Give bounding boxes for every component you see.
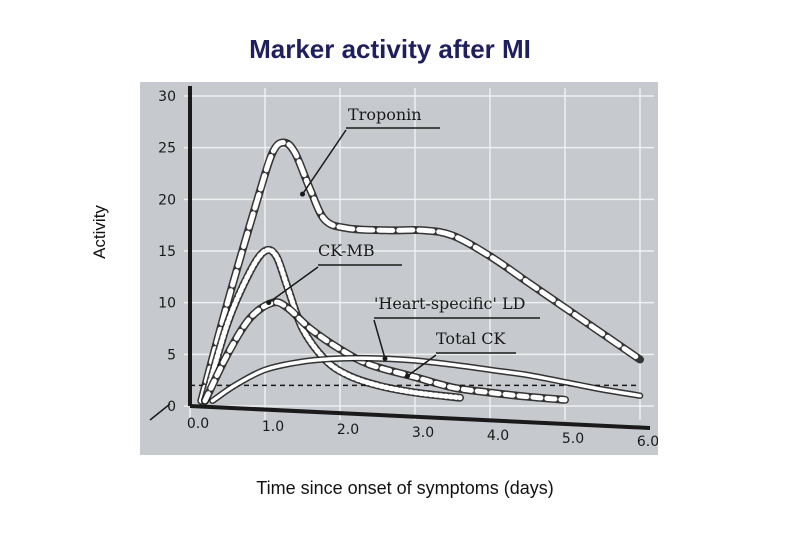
series-line-2 [202, 299, 568, 404]
chart-annotations: Troponin CK-MB 'Heart-specific' LD Total CK [266, 105, 540, 379]
x-tick-label: 3.0 [412, 425, 434, 441]
annotation-point-2 [382, 355, 388, 361]
x-tick-label: 2.0 [337, 422, 359, 438]
marker-chart: 0 5 10 15 20 25 30 0.0 1.0 2.0 3.0 4.0 5.0 6.0 Tropon… [140, 82, 658, 455]
y-tick-label: 15 [158, 244, 176, 260]
x-tick-label: 1.0 [262, 419, 284, 435]
annotation-leader-3 [407, 354, 437, 377]
chart-series [197, 138, 644, 405]
chart-photo: 0 5 10 15 20 25 30 0.0 1.0 2.0 3.0 4.0 5.0 6.0 Tropon… [140, 82, 658, 455]
annotation-point-0 [300, 191, 305, 197]
x-tick-label: 0.0 [187, 416, 209, 432]
chart-grid [184, 88, 654, 420]
annotation-point-3 [405, 373, 410, 379]
annotation-label: Total CK [436, 329, 506, 348]
series-line-3 [210, 356, 642, 403]
y-tick-label: 30 [158, 89, 176, 105]
y-tick-label: 25 [158, 141, 176, 157]
axis-break-mark [149, 403, 171, 421]
x-tick-label: 6.0 [637, 434, 658, 450]
annotation-label: Troponin [348, 105, 422, 124]
x-tick-label: 5.0 [562, 431, 584, 447]
annotation-leader-0 [301, 129, 347, 195]
y-tick-label: 0 [167, 399, 176, 415]
y-tick-label: 5 [167, 347, 176, 363]
annotation-leader-1 [268, 266, 319, 304]
annotation-leader-2 [373, 319, 386, 359]
y-tick-label: 20 [158, 192, 176, 208]
y-axis-label: Activity [90, 205, 109, 259]
series-line-1 [202, 247, 463, 404]
slide-title: Marker activity after MI [249, 34, 531, 64]
chart-ticks: 0 5 10 15 20 25 30 0.0 1.0 2.0 3.0 4.0 5.0 6.0 [158, 89, 658, 450]
y-tick-label: 10 [158, 296, 176, 312]
series-line-0 [198, 139, 643, 404]
x-axis-label: Time since onset of symptoms (days) [256, 478, 554, 498]
x-tick-label: 4.0 [487, 428, 509, 444]
annotation-point-1 [266, 300, 272, 306]
chart-axes [149, 86, 651, 430]
annotation-label: 'Heart-specific' LD [374, 294, 525, 313]
annotation-label: CK-MB [318, 241, 375, 260]
x-axis-line [189, 404, 651, 430]
